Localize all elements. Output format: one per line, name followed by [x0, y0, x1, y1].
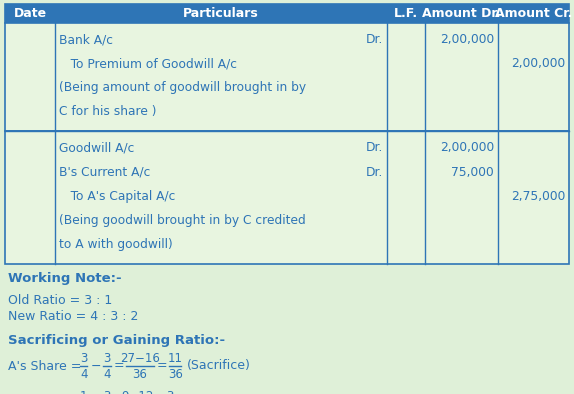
Text: Particulars: Particulars [183, 7, 259, 20]
Text: 9−12: 9−12 [121, 390, 153, 394]
Text: (Sacrifice): (Sacrifice) [187, 359, 250, 372]
Text: B's Current A/c: B's Current A/c [59, 165, 150, 178]
Text: To A's Capital A/c: To A's Capital A/c [59, 190, 176, 203]
Text: Amount Cr.: Amount Cr. [495, 7, 572, 20]
Text: To Premium of Goodwill A/c: To Premium of Goodwill A/c [59, 57, 237, 70]
Text: 36: 36 [132, 368, 147, 381]
Text: 3: 3 [103, 351, 111, 364]
Text: C for his share ): C for his share ) [59, 105, 157, 118]
Text: 3: 3 [103, 390, 111, 394]
Text: 36: 36 [168, 368, 183, 381]
Text: 2,75,000: 2,75,000 [511, 190, 565, 203]
Text: 2,00,000: 2,00,000 [440, 33, 494, 46]
Text: Amount Dr.: Amount Dr. [422, 7, 501, 20]
Text: 1: 1 [80, 390, 87, 394]
Text: Date: Date [13, 7, 46, 20]
Text: 3: 3 [166, 390, 173, 394]
Text: Goodwill A/c: Goodwill A/c [59, 141, 134, 154]
Bar [5, 131, 569, 264]
Text: 11: 11 [168, 351, 183, 364]
Text: 4: 4 [80, 368, 87, 381]
Text: Dr.: Dr. [366, 165, 383, 178]
Text: 27−16: 27−16 [120, 351, 160, 364]
Text: 2,00,000: 2,00,000 [511, 57, 565, 70]
Text: New Ratio = 4 : 3 : 2: New Ratio = 4 : 3 : 2 [8, 310, 138, 323]
Text: 2,00,000: 2,00,000 [440, 141, 494, 154]
Text: −: − [90, 359, 101, 372]
Text: Working Note:-: Working Note:- [8, 272, 122, 285]
Text: Old Ratio = 3 : 1: Old Ratio = 3 : 1 [8, 294, 113, 307]
Text: 4: 4 [103, 368, 111, 381]
Text: Dr.: Dr. [366, 33, 383, 46]
Text: (Being amount of goodwill brought in by: (Being amount of goodwill brought in by [59, 81, 306, 94]
Text: (Being goodwill brought in by C credited: (Being goodwill brought in by C credited [59, 214, 306, 227]
Text: Dr.: Dr. [366, 141, 383, 154]
Text: =: = [157, 359, 168, 372]
Text: 75,000: 75,000 [451, 165, 494, 178]
Text: Sacrificing or Gaining Ratio:-: Sacrificing or Gaining Ratio:- [8, 334, 225, 347]
Text: to A with goodwill): to A with goodwill) [59, 238, 173, 251]
Text: L.F.: L.F. [394, 7, 418, 20]
Text: =: = [114, 359, 124, 372]
Text: Bank A/c: Bank A/c [59, 33, 113, 46]
Text: A's Share =: A's Share = [8, 359, 82, 372]
Text: 3: 3 [80, 351, 87, 364]
Bar [5, 23, 569, 131]
Bar [5, 4, 569, 23]
